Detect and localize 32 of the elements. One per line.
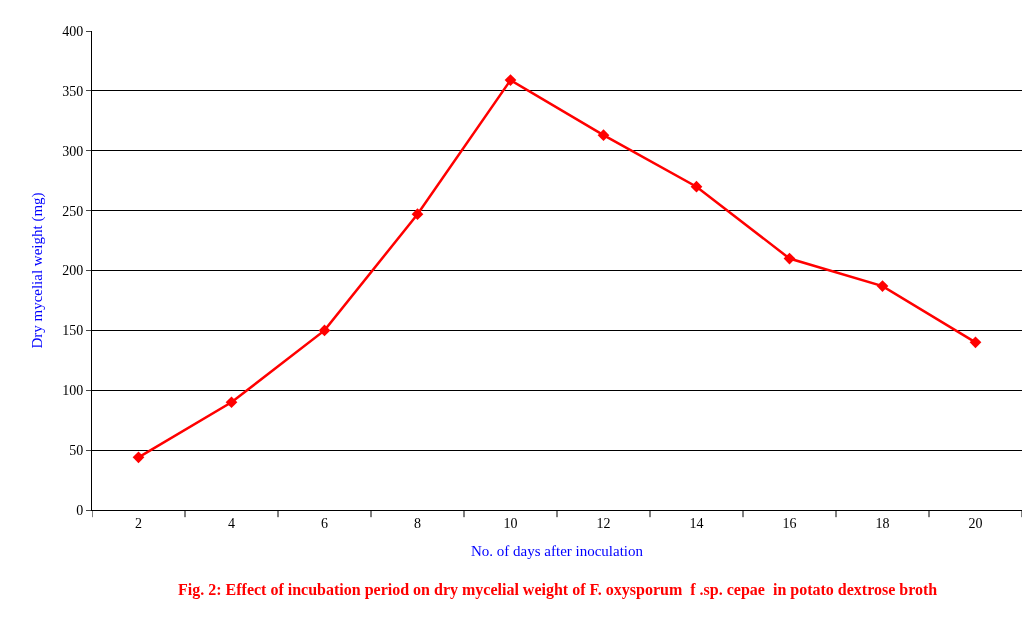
caption: Fig. 2: Effect of incubation period on dry mycelial weight of F. oxysporum f .sp. cepae in potato dextrose broth [178,581,938,599]
x-tick-label: 6 [321,515,328,531]
point [876,280,889,292]
y-tick-label: 250 [62,203,84,219]
x-tick-label: 10 [503,515,518,531]
point [690,180,703,193]
point [504,74,517,86]
y-tick-label: 350 [62,83,84,99]
y-tick-label: 50 [69,443,84,459]
point [225,396,238,409]
point [132,451,145,464]
point [411,208,424,221]
y-tick-label: 0 [76,502,84,518]
x-axis-title: No. of days after inoculation [470,542,644,559]
point [318,324,331,337]
x-tick-label: 4 [228,515,235,531]
x-tick-label: 20 [968,515,983,531]
point [969,336,982,349]
y-tick-label: 300 [62,143,84,159]
x-tick-label: 12 [596,515,611,531]
x-tick-label: 18 [875,515,890,531]
x-tick-label: 2 [135,515,142,531]
y-tick-label: 400 [62,23,84,39]
y-tick-label: 100 [62,383,84,399]
y-tick-label: 150 [62,323,84,339]
point [783,252,796,265]
y-tick-label: 200 [62,263,84,279]
point [597,129,610,142]
x-tick-label: 14 [689,515,704,531]
y-axis-title: Dry mycelial weight (mg) [29,192,47,349]
x-tick-label: 16 [782,515,797,531]
x-tick-label: 8 [414,515,421,531]
